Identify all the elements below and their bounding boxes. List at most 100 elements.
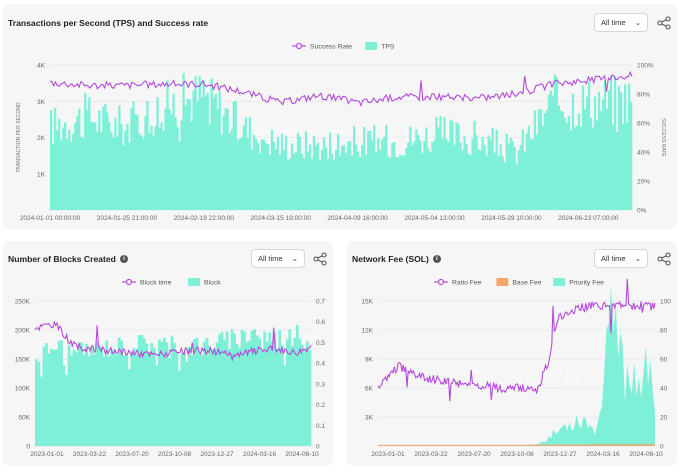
bar-block [37,362,41,446]
bar-tps [76,116,79,210]
bar-tps [302,158,306,210]
bar-tps [78,108,81,210]
bar-tps [250,149,253,210]
share-icon[interactable] [657,252,671,266]
bar-tps [541,125,544,210]
bar-tps [351,155,354,210]
bar-block [80,342,83,446]
bar-tps [280,133,284,210]
bar-tps [405,147,408,210]
bar-tps [443,116,446,210]
bar-tps [142,138,145,210]
bar-tps [509,138,512,210]
x-tick-label: 2023-07-20 [115,451,149,458]
y2-tick-label: 80% [637,92,650,99]
x-tick-label: 2024-01-01 00:00:00 [20,215,81,222]
bar-block [142,338,146,446]
bar-tps [359,157,362,210]
bar-tps [461,150,464,210]
bar-tps [198,75,201,210]
bar-tps [347,141,350,210]
share-icon[interactable] [313,252,327,266]
bar-tps [519,145,522,210]
bar-tps [326,158,330,210]
bar-tps [264,142,268,210]
bar-tps [242,125,245,210]
legend-swatch-dot [295,42,303,50]
bar-block [87,356,91,446]
bar-tps [206,92,209,210]
bar-tps [485,155,488,210]
y2-tick-label: 40 [660,386,668,393]
bar-tps [172,93,175,210]
bar-tps [86,109,89,210]
bar-tps [154,126,157,210]
bar-tps [290,143,294,210]
bar-tps [393,141,396,210]
x-tick-label: 2023-03-22 [414,451,448,458]
bar-tps [200,97,203,210]
bar-block [178,370,181,446]
fees-range-select[interactable]: All time ⌄ [594,249,648,268]
bar-tps [623,84,627,210]
bar-tps [148,133,151,210]
blocks-range-select[interactable]: All time ⌄ [251,249,305,268]
bar-tps [124,130,127,210]
bar-tps [493,152,496,210]
share-icon[interactable] [657,16,671,30]
y2-tick-label: 0.4 [316,361,325,368]
y2-tick-label: 0.6 [316,319,325,326]
bar-block [77,342,81,446]
bar-tps [182,73,185,210]
bar-tps [152,135,155,210]
bar-block [193,339,196,446]
info-icon[interactable]: i [119,255,128,263]
bar-block [52,349,56,446]
bar-tps [256,142,260,210]
bar-tps [194,75,197,210]
bar-tps [571,93,575,210]
bar-tps [503,162,506,210]
bar-block [208,345,211,446]
bar-tps [411,145,414,210]
y2-tick-label: 0 [316,444,320,451]
bar-tps [228,133,231,210]
bar-tps [120,123,123,210]
bar-tps [599,111,603,210]
tps-range-select[interactable]: All time ⌄ [594,13,648,32]
bar-tps [563,117,567,210]
line-block-time [34,320,312,362]
bar-tps [609,75,613,210]
bar-block [65,374,68,446]
bar-tps [409,126,412,210]
bar-tps [80,136,83,210]
info-icon[interactable]: i [432,255,441,263]
bar-tps [218,91,221,210]
fees-panel: Network Fee (SOL) i All time ⌄ 3K 6K 9K 12K… [346,241,677,466]
bar-tps [304,131,308,210]
bar-tps [625,122,629,210]
bar-tps [453,144,456,210]
bar-block [240,329,244,446]
bar-tps [284,136,288,210]
bar-tps [615,132,619,210]
x-tick-label: 2024-04-09 16:00:00 [327,215,388,222]
bar-tps [547,94,551,210]
area-priority-fee [378,285,655,446]
x-tick-label: 2023-12-27 [200,451,234,458]
bar-tps [308,144,312,210]
bar-tps [539,109,542,210]
bar-tps [365,154,368,210]
bar-block [92,354,96,446]
bar-tps [178,141,181,210]
bar-tps [483,144,486,210]
bar-tps [573,127,577,210]
bar-tps [501,156,504,210]
x-tick-label: 2024-05-04 13:00:00 [404,215,465,222]
legend-label: Base Fee [512,280,541,287]
bar-tps [96,131,99,210]
bar-tps [379,149,382,210]
y-tick-label: 200K [15,328,31,335]
bar-tps [314,145,318,210]
y-axis-label: TRANSACTION PER SECOND [16,102,22,173]
